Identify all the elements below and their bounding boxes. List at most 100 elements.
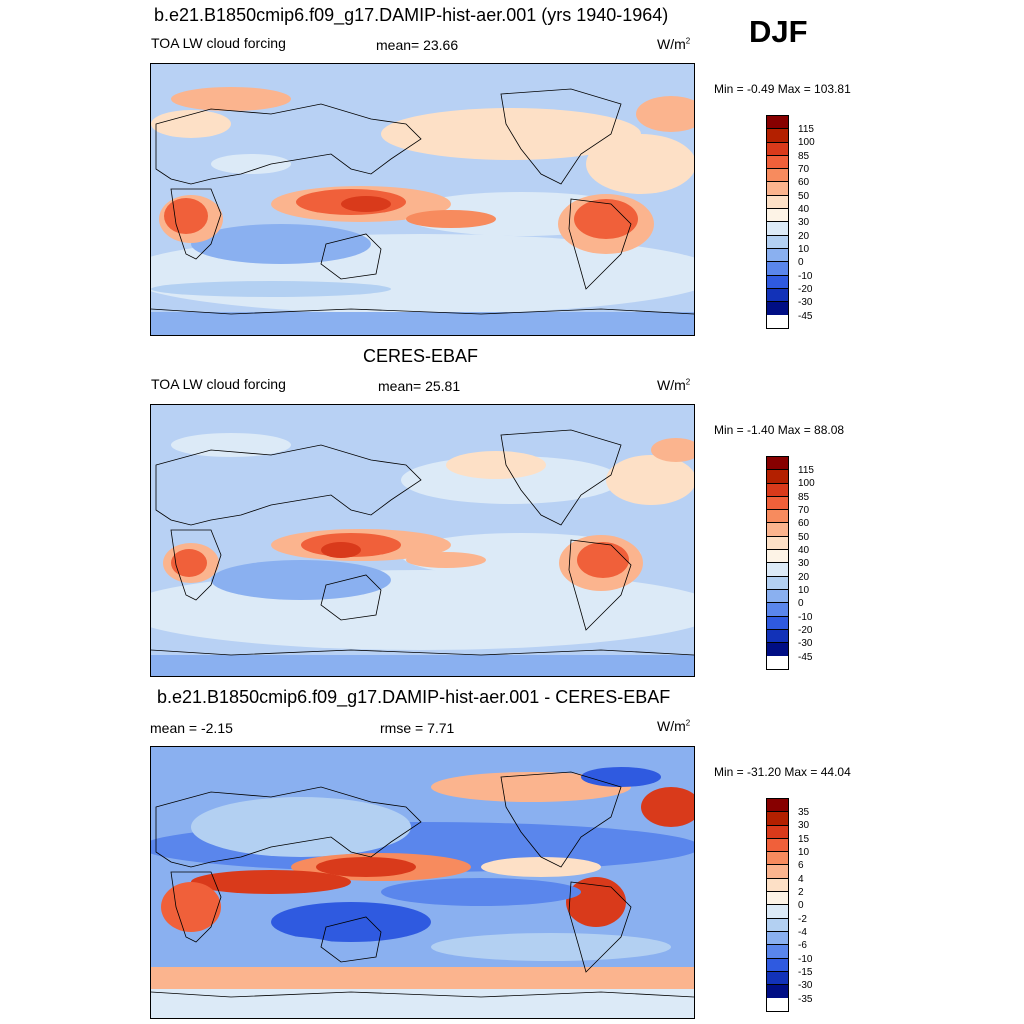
panel3-colorbar-label: 10: [798, 847, 810, 858]
panel1-colorbar-label: 100: [798, 137, 815, 148]
panel1-colorbar-box: [766, 115, 789, 329]
panel3-colorbar-label: 30: [798, 820, 810, 831]
colorbar-swatch: [767, 918, 788, 932]
panel1-map-svg: [151, 64, 694, 335]
panel1-colorbar-label: 40: [798, 204, 810, 215]
panel1-colorbar-label: 30: [798, 217, 810, 228]
panel2-colorbar-label: 60: [798, 518, 810, 529]
colorbar-swatch: [767, 589, 788, 604]
season-label: DJF: [749, 14, 808, 49]
colorbar-swatch: [767, 616, 788, 630]
colorbar-swatch: [767, 248, 788, 263]
colorbar-swatch: [767, 222, 788, 236]
panel2-colorbar-label: 20: [798, 572, 810, 583]
colorbar-swatch: [767, 958, 788, 972]
colorbar-swatch: [767, 470, 788, 484]
panel1-colorbar-label: 0: [798, 257, 804, 268]
colorbar-swatch: [767, 931, 788, 946]
panel1-colorbar-label: 85: [798, 151, 810, 162]
panel1-title: b.e21.B1850cmip6.f09_g17.DAMIP-hist-aer.…: [154, 5, 669, 25]
colorbar-swatch: [767, 536, 788, 551]
colorbar-swatch: [767, 603, 788, 617]
colorbar-swatch: [767, 155, 788, 170]
panel2-colorbar-label: 10: [798, 585, 810, 596]
colorbar-swatch: [767, 576, 788, 590]
colorbar-swatch: [767, 302, 788, 316]
panel2-colorbar-label: -20: [798, 625, 813, 636]
panel1-left-label: TOA LW cloud forcing: [151, 35, 286, 51]
panel1-minmax: Min = -0.49 Max = 103.81: [714, 82, 851, 96]
panel2-colorbar-label: -45: [798, 652, 813, 663]
colorbar-swatch: [767, 985, 788, 999]
panel3-colorbar-label: 2: [798, 887, 804, 898]
colorbar-swatch: [767, 878, 788, 893]
colorbar-swatch: [767, 195, 788, 210]
colorbar-swatch: [767, 865, 788, 879]
colorbar-swatch: [767, 496, 788, 511]
panel2-minmax: Min = -1.40 Max = 88.08: [714, 423, 845, 437]
colorbar-swatch: [767, 483, 788, 497]
panel1-colorbar-label: -10: [798, 271, 813, 282]
panel3-colorbar-label: -10: [798, 954, 813, 965]
colorbar-swatch: [767, 275, 788, 289]
panel2-title: CERES-EBAF: [363, 346, 479, 366]
panel3-title: b.e21.B1850cmip6.f09_g17.DAMIP-hist-aer.…: [157, 687, 671, 707]
panel2-colorbar-label: -30: [798, 638, 813, 649]
panel2-colorbar-label: 70: [798, 505, 810, 516]
colorbar-swatch: [767, 971, 788, 986]
panel1-colorbar-label: 115: [798, 124, 814, 135]
colorbar-swatch: [767, 892, 788, 906]
panel3-rmse: rmse = 7.71: [380, 720, 455, 736]
panel3-colorbar-label: 4: [798, 874, 804, 885]
panel3-colorbar-label: 6: [798, 860, 804, 871]
panel2-map-svg: [151, 405, 694, 676]
panel3-colorbar-label: -30: [798, 980, 813, 991]
colorbar-swatch: [767, 142, 788, 156]
colorbar-swatch: [767, 643, 788, 657]
panel3-mean: mean = -2.15: [150, 720, 233, 736]
colorbar-swatch: [767, 550, 788, 564]
panel1-colorbar-label: -30: [798, 297, 813, 308]
panel2-colorbar-label: 50: [798, 532, 810, 543]
colorbar-swatch: [767, 457, 788, 471]
colorbar-swatch: [767, 945, 788, 959]
colorbar-swatch: [767, 169, 788, 183]
colorbar-swatch: [767, 209, 788, 223]
panel3-colorbar-box: [766, 798, 789, 1012]
panel2-left-label: TOA LW cloud forcing: [151, 376, 286, 392]
panel2-colorbar-label: 30: [798, 558, 810, 569]
panel1-map: [150, 63, 695, 336]
panel2-map: [150, 404, 695, 677]
panel2-colorbar-label: -10: [798, 612, 813, 623]
colorbar-swatch: [767, 182, 788, 196]
panel2-colorbar-label: 0: [798, 598, 804, 609]
colorbar-swatch: [767, 812, 788, 826]
panel3-units: W/m2: [657, 718, 691, 734]
colorbar-swatch: [767, 262, 788, 276]
panel2-colorbar-label: 115: [798, 465, 814, 476]
colorbar-swatch: [767, 510, 788, 524]
panel3-colorbar-label: -35: [798, 994, 813, 1005]
panel2-colorbar-label: 85: [798, 492, 810, 503]
colorbar-swatch: [767, 129, 788, 143]
panel2-colorbar-label: 100: [798, 478, 815, 489]
colorbar-swatch: [767, 825, 788, 839]
panel3-colorbar-label: -2: [798, 914, 807, 925]
colorbar-swatch: [767, 629, 788, 644]
panel1-colorbar-label: 20: [798, 231, 810, 242]
colorbar-swatch: [767, 288, 788, 303]
panel3-minmax: Min = -31.20 Max = 44.04: [714, 765, 851, 779]
panel3-colorbar-label: 0: [798, 900, 804, 911]
panel1-units: W/m2: [657, 36, 691, 52]
colorbar-swatch: [767, 116, 788, 130]
panel3-colorbar-label: 35: [798, 807, 810, 818]
panel1-colorbar-label: 60: [798, 177, 810, 188]
panel1-colorbar-label: 10: [798, 244, 810, 255]
panel3-colorbar-label: -15: [798, 967, 813, 978]
panel2-colorbar-label: 40: [798, 545, 810, 556]
colorbar-swatch: [767, 905, 788, 919]
panel3-colorbar-label: -6: [798, 940, 807, 951]
colorbar-swatch: [767, 852, 788, 866]
panel3-map-svg: [151, 747, 694, 1018]
panel3-map: [150, 746, 695, 1019]
